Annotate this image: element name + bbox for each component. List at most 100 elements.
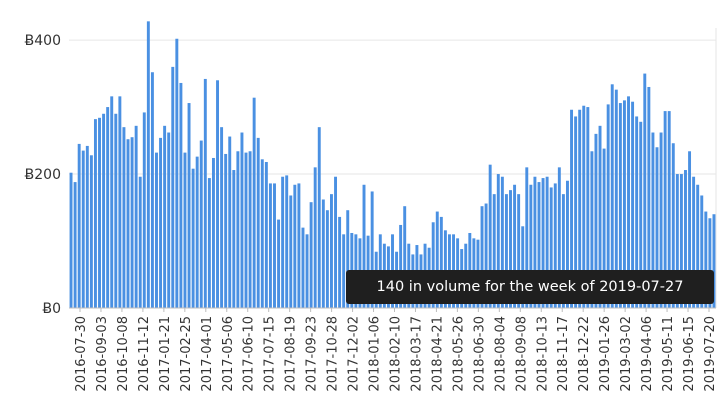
bar[interactable]: [155, 152, 158, 308]
bar[interactable]: [297, 183, 301, 308]
bar[interactable]: [183, 152, 187, 308]
bar[interactable]: [504, 194, 508, 308]
bar[interactable]: [639, 121, 643, 308]
bar[interactable]: [134, 125, 138, 308]
bar[interactable]: [561, 194, 565, 308]
bar[interactable]: [268, 183, 272, 308]
bar[interactable]: [171, 66, 175, 308]
bar[interactable]: [610, 84, 614, 308]
bar[interactable]: [696, 184, 700, 308]
bar[interactable]: [195, 156, 199, 308]
bar[interactable]: [98, 117, 101, 308]
bar[interactable]: [602, 148, 606, 308]
bar[interactable]: [370, 191, 374, 308]
bar[interactable]: [264, 161, 268, 308]
bar[interactable]: [480, 206, 484, 308]
bar[interactable]: [342, 234, 346, 308]
bar[interactable]: [594, 133, 598, 308]
bar[interactable]: [700, 195, 704, 308]
bar[interactable]: [655, 147, 659, 308]
bar[interactable]: [248, 151, 252, 308]
bar[interactable]: [557, 167, 561, 308]
bar[interactable]: [240, 132, 244, 308]
bar[interactable]: [679, 174, 683, 308]
bar[interactable]: [114, 113, 118, 309]
bar[interactable]: [574, 116, 578, 308]
bar[interactable]: [525, 167, 529, 308]
bar[interactable]: [533, 176, 537, 308]
bar[interactable]: [187, 103, 191, 308]
bar[interactable]: [488, 164, 492, 308]
bar[interactable]: [89, 155, 93, 308]
bar[interactable]: [77, 143, 81, 308]
bar[interactable]: [582, 105, 586, 308]
bar[interactable]: [175, 38, 179, 308]
bar[interactable]: [305, 234, 309, 308]
bar[interactable]: [663, 111, 667, 308]
bar[interactable]: [643, 73, 647, 308]
bar[interactable]: [203, 78, 207, 308]
bar[interactable]: [627, 96, 630, 308]
bar[interactable]: [220, 127, 224, 308]
bar[interactable]: [570, 109, 574, 308]
bar[interactable]: [598, 125, 602, 308]
bar[interactable]: [622, 100, 626, 309]
bar[interactable]: [293, 184, 297, 308]
bar[interactable]: [281, 176, 285, 308]
bar[interactable]: [651, 132, 655, 308]
bar[interactable]: [675, 174, 679, 308]
bar[interactable]: [606, 104, 610, 308]
bar[interactable]: [244, 152, 248, 308]
bar[interactable]: [199, 140, 203, 308]
bar[interactable]: [232, 170, 236, 308]
bar[interactable]: [517, 194, 521, 308]
bar[interactable]: [313, 167, 317, 308]
bar[interactable]: [334, 176, 337, 308]
bar[interactable]: [277, 219, 281, 308]
bar[interactable]: [110, 96, 114, 308]
bar[interactable]: [260, 159, 264, 308]
bar[interactable]: [541, 178, 545, 308]
bar[interactable]: [159, 137, 163, 308]
bar[interactable]: [273, 183, 276, 308]
bar[interactable]: [138, 176, 142, 308]
bar[interactable]: [521, 226, 525, 308]
bar[interactable]: [93, 119, 97, 308]
bar[interactable]: [330, 194, 333, 308]
bar[interactable]: [659, 132, 663, 308]
bar[interactable]: [586, 107, 590, 308]
bar[interactable]: [73, 182, 77, 308]
bar[interactable]: [492, 194, 496, 308]
bar[interactable]: [69, 172, 73, 308]
bar[interactable]: [431, 222, 435, 308]
bar[interactable]: [81, 150, 85, 308]
bar[interactable]: [317, 127, 321, 308]
bar[interactable]: [163, 125, 167, 308]
bar[interactable]: [590, 151, 594, 308]
bar[interactable]: [362, 184, 366, 308]
bar[interactable]: [211, 157, 215, 308]
bar[interactable]: [126, 139, 130, 308]
bar[interactable]: [667, 111, 671, 308]
bar[interactable]: [688, 151, 692, 308]
bar[interactable]: [130, 137, 134, 308]
bar[interactable]: [106, 107, 110, 308]
bar[interactable]: [614, 89, 618, 308]
bar[interactable]: [684, 170, 687, 308]
bar[interactable]: [631, 101, 635, 309]
bar[interactable]: [509, 190, 512, 308]
bar[interactable]: [191, 168, 195, 308]
bar[interactable]: [224, 153, 228, 308]
bar[interactable]: [325, 210, 329, 308]
bar[interactable]: [301, 227, 305, 308]
bar[interactable]: [618, 103, 622, 308]
bar[interactable]: [549, 187, 553, 308]
bar[interactable]: [122, 127, 126, 308]
bar[interactable]: [647, 86, 651, 308]
bar[interactable]: [102, 113, 106, 309]
bar-series[interactable]: [69, 21, 716, 309]
bar[interactable]: [708, 218, 712, 308]
bar[interactable]: [712, 214, 716, 308]
bar[interactable]: [236, 151, 240, 308]
bar[interactable]: [289, 195, 293, 308]
